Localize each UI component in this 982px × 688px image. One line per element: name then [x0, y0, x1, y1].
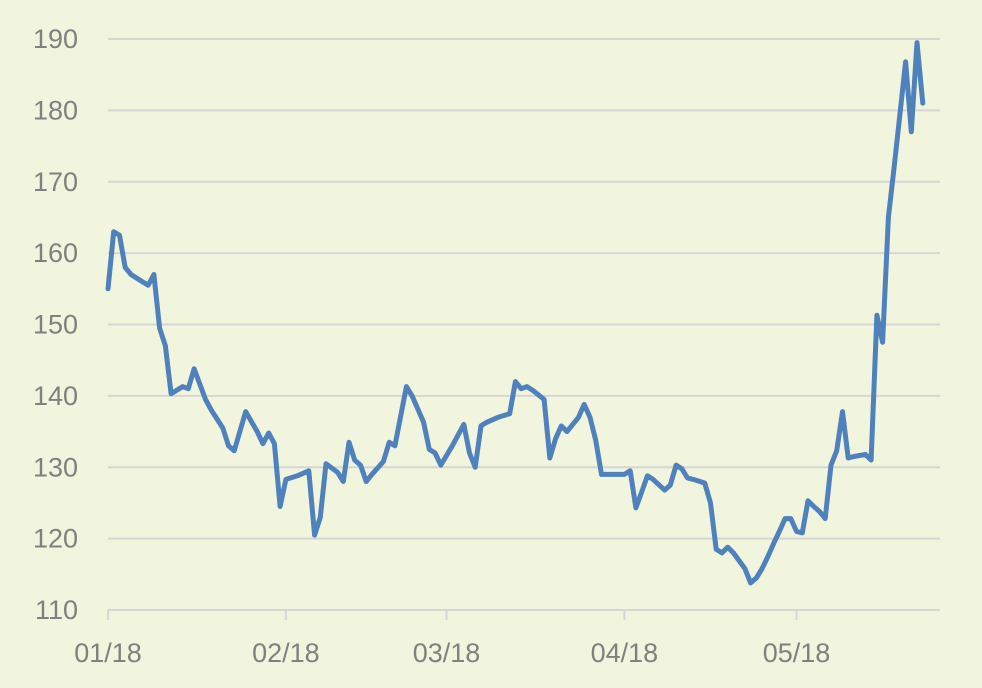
x-tick-label-04-18: 04/18	[591, 638, 659, 668]
y-tick-label-190: 190	[33, 24, 78, 54]
x-tick-label-03-18: 03/18	[413, 638, 481, 668]
y-axis-tick-labels: 110 120 130 140 150 160 170 180 190	[33, 24, 78, 625]
y-tick-label-140: 140	[33, 381, 78, 411]
x-axis-tick-labels: 01/18 02/18 03/18 04/18 05/18	[74, 638, 830, 668]
series-line-0	[105, 40, 926, 586]
y-tick-label-120: 120	[33, 524, 78, 554]
y-tick-label-110: 110	[35, 595, 78, 625]
y-tick-label-160: 160	[33, 238, 78, 268]
y-tick-label-130: 130	[33, 452, 78, 482]
series-layer	[105, 40, 926, 586]
y-tick-label-170: 170	[33, 167, 78, 197]
x-tick-label-05-18: 05/18	[763, 638, 831, 668]
x-tick-label-02-18: 02/18	[252, 638, 320, 668]
gridlines	[108, 38, 940, 540]
y-tick-label-180: 180	[33, 95, 78, 125]
y-tick-label-150: 150	[33, 310, 78, 340]
x-tick-label-01-18: 01/18	[74, 638, 142, 668]
x-axis	[107, 609, 940, 620]
